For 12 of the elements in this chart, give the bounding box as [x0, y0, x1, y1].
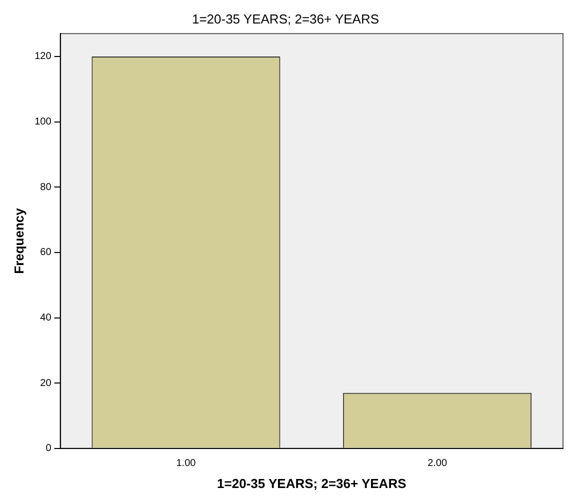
y-tick-label: 20: [40, 378, 52, 389]
y-axis-title: Frequency: [11, 207, 26, 274]
y-tick-label: 80: [40, 182, 52, 193]
x-tick-label: 2.00: [428, 458, 448, 470]
y-tick-label: 120: [34, 51, 52, 62]
y-tick-label: 100: [34, 116, 52, 128]
chart-title: 1=20-35 YEARS; 2=36+ YEARS: [192, 11, 380, 26]
x-axis-title: 1=20-35 YEARS; 2=36+ YEARS: [217, 476, 407, 491]
x-tick-label: 1.00: [176, 458, 196, 470]
y-tick-label: 60: [40, 247, 52, 258]
y-tick-label: 0: [46, 443, 52, 454]
y-tick-label: 40: [40, 312, 52, 324]
